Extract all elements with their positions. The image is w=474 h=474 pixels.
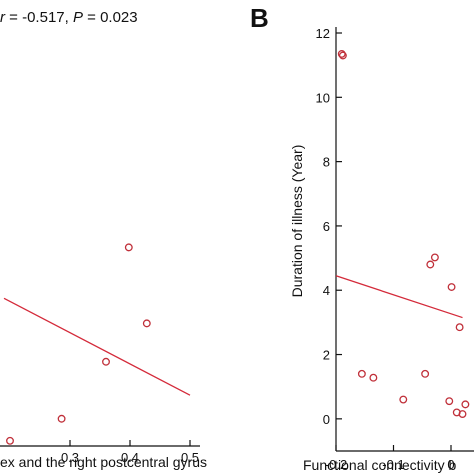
r-symbol: r: [0, 9, 6, 26]
x-tick-label: 0.4: [121, 450, 139, 465]
panel-a-x-ticks: 0.3 0.4 0.5: [61, 440, 199, 465]
x-tick-label: 0: [447, 457, 454, 472]
data-point: [455, 323, 464, 332]
panel-b-fit-line: [335, 275, 463, 319]
data-point: [445, 397, 454, 406]
panel-b-points: [337, 49, 470, 418]
data-point: [430, 253, 439, 262]
data-point: [369, 373, 378, 382]
data-point: [6, 436, 14, 445]
panel-a-points: [6, 243, 151, 445]
y-tick-label: 0: [323, 412, 330, 427]
r-value: = -0.517,: [5, 9, 73, 26]
data-point: [102, 357, 110, 366]
y-tick-label: 2: [323, 348, 330, 363]
x-tick-label: -0.1: [382, 457, 404, 472]
data-point: [142, 319, 151, 328]
y-tick-label: 10: [316, 90, 330, 105]
panel-b-x-ticks: -0.2 -0.1 0: [325, 445, 455, 472]
data-point: [399, 395, 408, 404]
p-symbol: P: [73, 9, 83, 26]
panel-b-y-ticks: 0 2 4 6 8 10 12: [316, 26, 342, 427]
data-point: [426, 260, 435, 269]
data-point: [337, 49, 346, 58]
panel-b-x-axis-label: Functional connectivity b: [303, 457, 457, 473]
panel-b: B 0 2 4 6 8 10 12 -0.2 -0.1 0 Duration of illnes…: [250, 3, 474, 473]
panel-a-statistics: r = -0.517, P = 0.023: [0, 9, 138, 26]
x-tick-label: -0.2: [325, 457, 347, 472]
panel-a: r = -0.517, P = 0.023 0.3 0.4 0.5 ex and t…: [0, 9, 207, 470]
y-tick-label: 4: [323, 283, 330, 298]
data-point: [461, 400, 470, 409]
data-point: [338, 51, 347, 60]
y-tick-label: 12: [316, 26, 330, 41]
data-point: [458, 410, 467, 418]
y-tick-label: 6: [323, 219, 330, 234]
data-point: [421, 369, 430, 378]
panel-b-y-axis-label: Duration of illness (Year): [289, 145, 305, 298]
data-point: [124, 243, 133, 252]
panel-b-label: B: [250, 3, 269, 33]
x-tick-label: 0.5: [181, 450, 199, 465]
panel-a-fit-line: [3, 297, 191, 396]
x-tick-label: 0.3: [61, 450, 79, 465]
data-point: [57, 414, 66, 423]
y-tick-label: 8: [323, 155, 330, 170]
data-point: [357, 369, 366, 378]
p-value: = 0.023: [83, 9, 138, 26]
panel-a-x-axis-label: ex and the right postcentral gyrus: [0, 454, 207, 470]
data-point: [447, 283, 456, 291]
